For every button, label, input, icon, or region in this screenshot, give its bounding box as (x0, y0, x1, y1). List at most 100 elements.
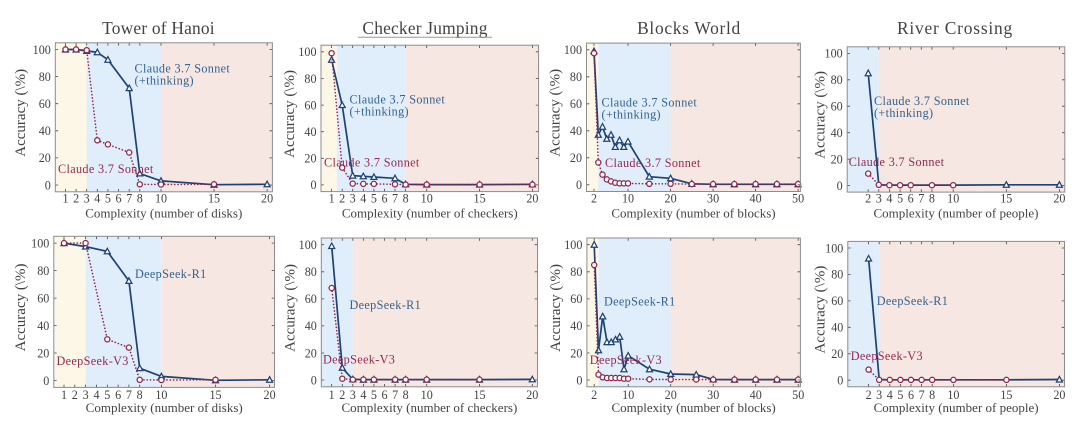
svg-text:Accuracy (\%): Accuracy (\%) (282, 70, 298, 158)
svg-text:20: 20 (570, 151, 582, 165)
svg-text:6: 6 (381, 388, 387, 402)
svg-text:20: 20 (665, 388, 677, 402)
svg-text:Accuracy (\%): Accuracy (\%) (282, 264, 298, 352)
svg-text:20: 20 (526, 192, 538, 206)
svg-text:4: 4 (94, 192, 100, 206)
svg-text:80: 80 (831, 73, 843, 87)
svg-text:Claude 3.7 Sonnet: Claude 3.7 Sonnet (324, 156, 420, 170)
svg-text:40: 40 (831, 321, 843, 335)
svg-text:5: 5 (371, 388, 377, 402)
svg-text:Complexity (number of disks): Complexity (number of disks) (85, 206, 242, 221)
svg-text:40: 40 (39, 124, 51, 138)
svg-text:Claude 3.7 Sonnet: Claude 3.7 Sonnet (135, 62, 231, 76)
svg-text:20: 20 (261, 192, 273, 206)
svg-text:6: 6 (381, 192, 387, 206)
svg-text:3: 3 (350, 192, 356, 206)
svg-text:20: 20 (831, 347, 843, 361)
svg-text:50: 50 (792, 388, 804, 402)
svg-text:(+thinking): (+thinking) (602, 108, 661, 122)
svg-text:5: 5 (897, 192, 903, 206)
svg-text:1: 1 (61, 388, 67, 402)
svg-text:40: 40 (831, 126, 843, 140)
svg-text:8: 8 (403, 388, 409, 402)
svg-text:10: 10 (622, 388, 634, 402)
svg-text:40: 40 (750, 388, 762, 402)
svg-text:80: 80 (37, 264, 49, 278)
svg-text:River Crossing: River Crossing (897, 18, 1013, 38)
svg-text:5: 5 (104, 388, 110, 402)
svg-text:DeepSeek-R1: DeepSeek-R1 (877, 294, 949, 308)
svg-text:15: 15 (1000, 388, 1012, 402)
svg-text:Complexity (number of people): Complexity (number of people) (874, 400, 1039, 415)
svg-text:Tower of Hanoi: Tower of Hanoi (102, 18, 215, 38)
svg-text:20: 20 (39, 151, 51, 165)
svg-text:7: 7 (126, 192, 132, 206)
svg-text:(+thinking): (+thinking) (874, 106, 933, 120)
svg-text:Claude 3.7 Sonnet: Claude 3.7 Sonnet (58, 162, 154, 176)
svg-text:60: 60 (304, 98, 316, 112)
svg-text:40: 40 (570, 319, 582, 333)
svg-text:5: 5 (897, 388, 903, 402)
svg-text:0: 0 (45, 178, 51, 192)
svg-text:15: 15 (1000, 192, 1012, 206)
svg-text:4: 4 (360, 388, 366, 402)
svg-text:5: 5 (371, 192, 377, 206)
svg-text:Complexity (number of blocks): Complexity (number of blocks) (611, 400, 775, 415)
svg-text:DeepSeek-R1: DeepSeek-R1 (135, 267, 207, 281)
svg-text:20: 20 (1053, 388, 1065, 402)
svg-text:40: 40 (304, 125, 316, 139)
svg-text:Complexity (number of checkers: Complexity (number of checkers) (342, 206, 518, 221)
svg-text:0: 0 (43, 374, 49, 388)
svg-text:Accuracy (\%): Accuracy (\%) (548, 69, 564, 157)
svg-text:4: 4 (93, 388, 99, 402)
svg-text:100: 100 (564, 43, 582, 57)
svg-text:DeepSeek-V3: DeepSeek-V3 (851, 349, 923, 363)
svg-text:40: 40 (37, 319, 49, 333)
svg-text:Claude 3.7 Sonnet: Claude 3.7 Sonnet (602, 96, 698, 110)
svg-text:20: 20 (37, 346, 49, 360)
svg-text:0: 0 (576, 373, 582, 387)
svg-text:Claude 3.7 Sonnet: Claude 3.7 Sonnet (849, 155, 945, 169)
svg-text:20: 20 (570, 346, 582, 360)
svg-text:20: 20 (831, 152, 843, 166)
svg-text:DeepSeek-R1: DeepSeek-R1 (604, 295, 676, 309)
svg-text:60: 60 (570, 292, 582, 306)
svg-text:20: 20 (1053, 192, 1065, 206)
svg-text:DeepSeek-V3: DeepSeek-V3 (590, 353, 662, 367)
svg-text:Claude 3.7 Sonnet: Claude 3.7 Sonnet (605, 156, 701, 170)
svg-text:3: 3 (84, 192, 90, 206)
svg-text:7: 7 (918, 192, 924, 206)
svg-text:Complexity (number of people): Complexity (number of people) (874, 206, 1039, 221)
svg-text:4: 4 (360, 192, 366, 206)
svg-text:DeepSeek-R1: DeepSeek-R1 (350, 298, 422, 312)
svg-text:4: 4 (887, 388, 893, 402)
svg-text:DeepSeek-V3: DeepSeek-V3 (57, 354, 129, 368)
svg-text:8: 8 (929, 192, 935, 206)
svg-text:2: 2 (73, 192, 79, 206)
svg-text:100: 100 (825, 241, 843, 255)
svg-text:60: 60 (831, 294, 843, 308)
svg-text:40: 40 (305, 319, 317, 333)
svg-text:20: 20 (305, 346, 317, 360)
svg-text:2: 2 (591, 388, 597, 402)
svg-text:100: 100 (33, 43, 51, 57)
svg-text:Claude 3.7 Sonnet: Claude 3.7 Sonnet (350, 93, 446, 107)
svg-text:10: 10 (421, 192, 433, 206)
svg-text:Complexity (number of disks): Complexity (number of disks) (86, 400, 243, 415)
svg-text:7: 7 (126, 388, 132, 402)
svg-text:1: 1 (329, 388, 335, 402)
svg-text:10: 10 (421, 388, 433, 402)
svg-text:80: 80 (831, 268, 843, 282)
svg-text:10: 10 (155, 192, 167, 206)
svg-text:0: 0 (837, 179, 843, 193)
svg-text:60: 60 (39, 97, 51, 111)
svg-text:Accuracy (\%): Accuracy (\%) (813, 71, 829, 159)
svg-text:6: 6 (908, 388, 914, 402)
svg-text:40: 40 (750, 192, 762, 206)
svg-text:7: 7 (392, 388, 398, 402)
svg-text:1: 1 (62, 192, 68, 206)
svg-text:0: 0 (837, 374, 843, 388)
svg-text:8: 8 (137, 388, 143, 402)
svg-text:60: 60 (570, 97, 582, 111)
svg-text:0: 0 (310, 178, 316, 192)
